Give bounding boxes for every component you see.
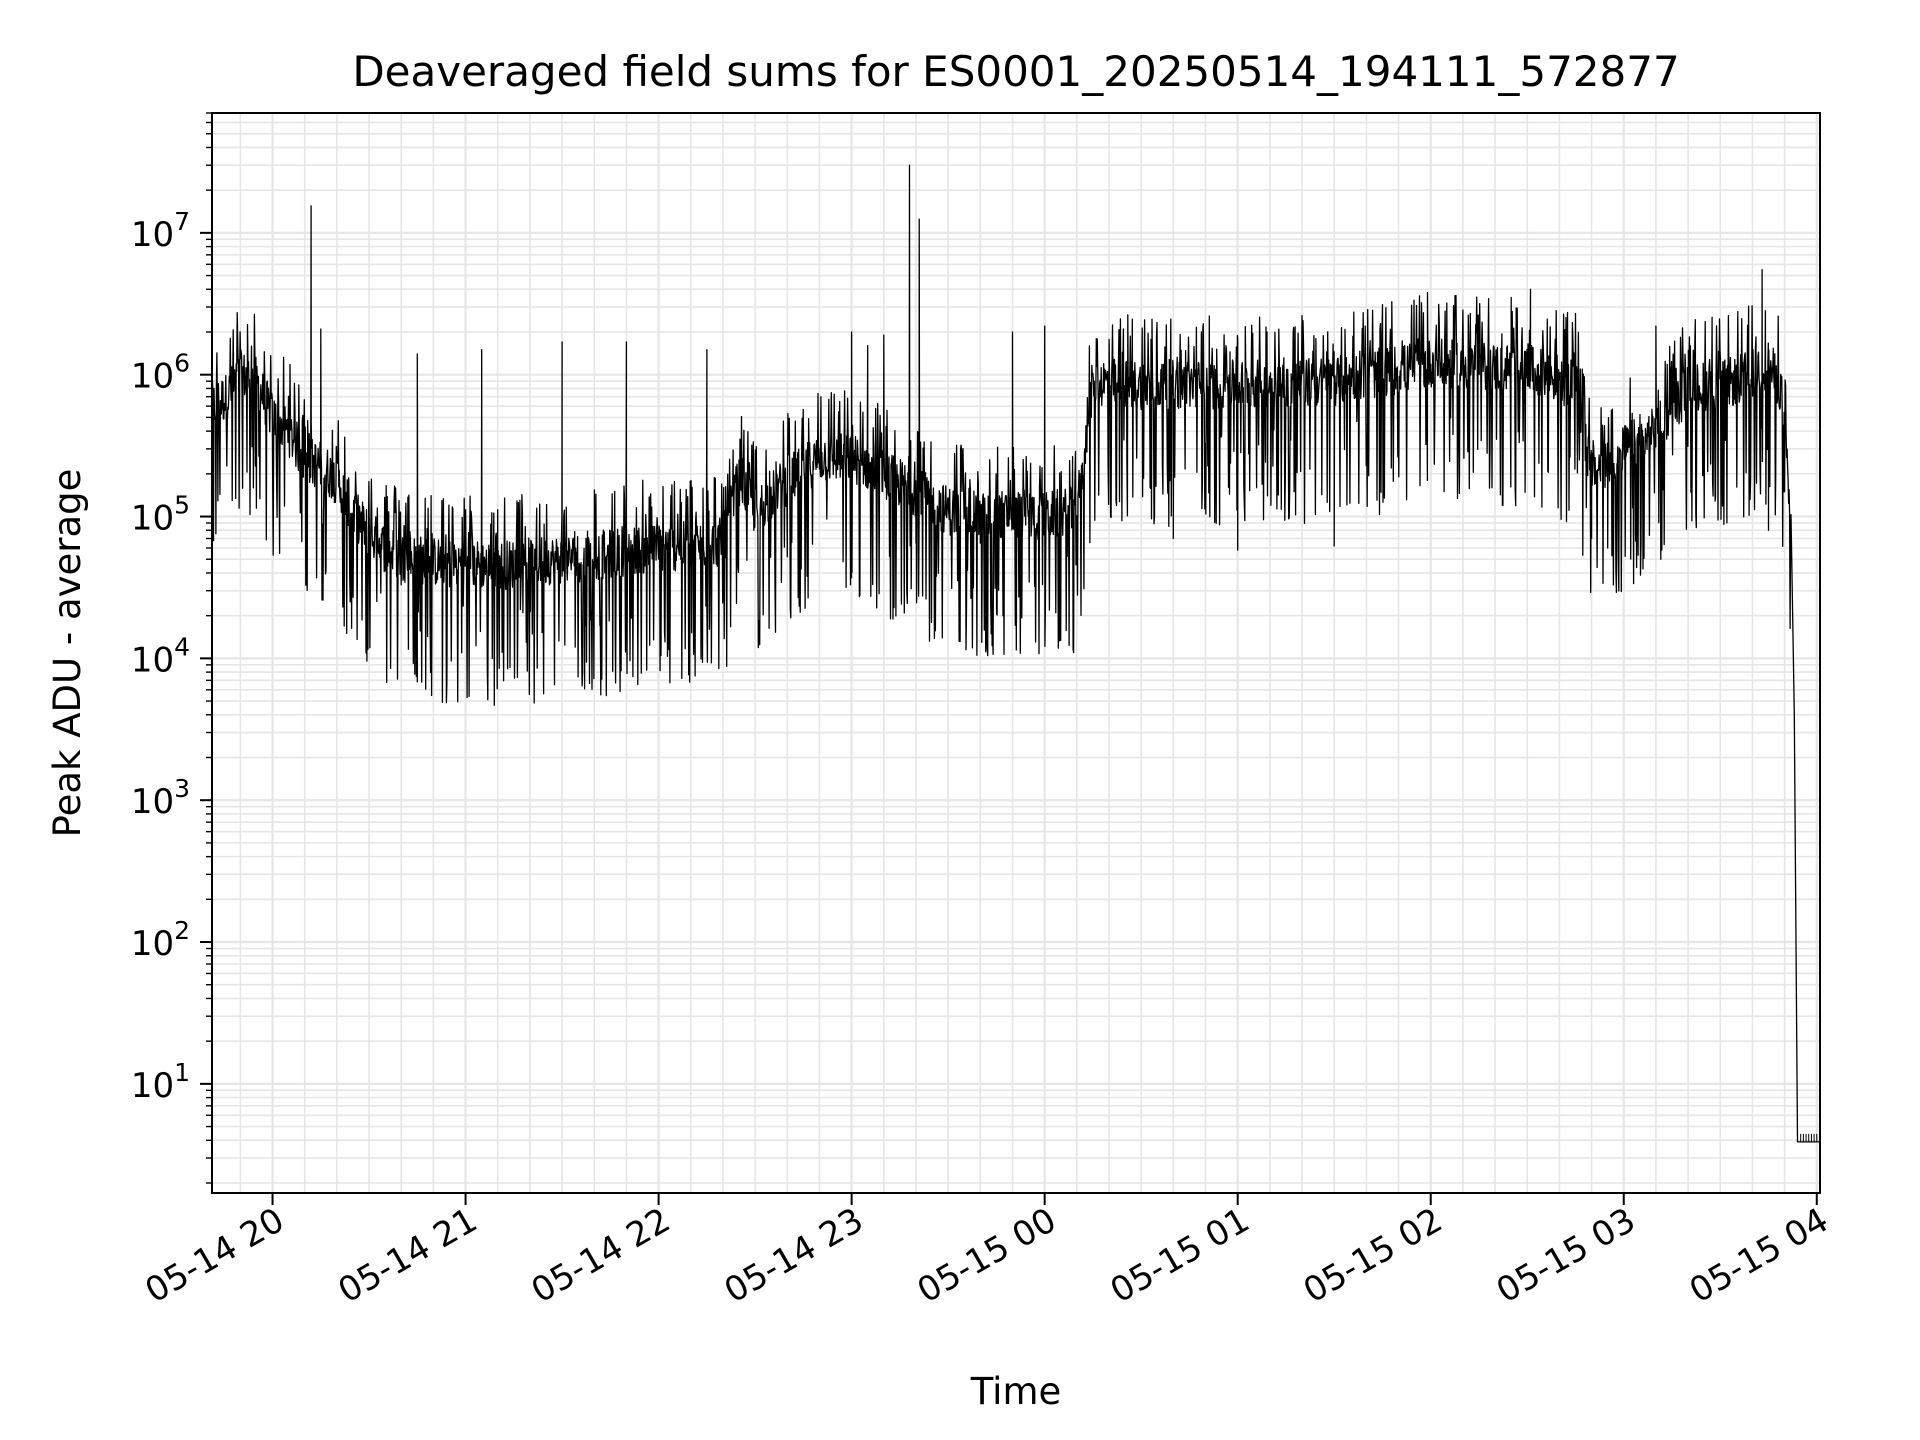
y-tick-label: 104 bbox=[131, 632, 190, 680]
y-tick-base: 10 bbox=[131, 1066, 174, 1106]
y-tick-label: 102 bbox=[131, 916, 190, 964]
y-tick-label: 103 bbox=[131, 774, 190, 822]
y-tick-base: 10 bbox=[131, 499, 174, 539]
y-tick-label: 101 bbox=[131, 1058, 190, 1106]
ticks bbox=[200, 112, 1818, 1205]
y-tick-label: 107 bbox=[131, 207, 190, 255]
y-tick-base: 10 bbox=[131, 640, 174, 680]
y-tick-exponent: 7 bbox=[174, 207, 190, 236]
series-layer bbox=[211, 164, 1820, 1143]
y-tick-label: 106 bbox=[131, 349, 190, 397]
y-tick-base: 10 bbox=[131, 782, 174, 822]
y-axis-label: Peak ADU - average bbox=[46, 469, 89, 838]
x-axis-label: Time bbox=[970, 1370, 1062, 1413]
chart-title: Deaveraged field sums for ES0001_2025051… bbox=[352, 47, 1679, 96]
y-tick-exponent: 4 bbox=[174, 632, 190, 661]
grid bbox=[212, 112, 1820, 1193]
y-tick-exponent: 1 bbox=[174, 1058, 190, 1087]
y-tick-exponent: 6 bbox=[174, 349, 190, 378]
series-line bbox=[211, 164, 1820, 1143]
y-tick-label: 105 bbox=[131, 491, 190, 539]
y-tick-exponent: 3 bbox=[174, 774, 190, 803]
y-tick-base: 10 bbox=[131, 215, 174, 255]
plot-area-frame bbox=[211, 112, 1821, 1194]
y-tick-base: 10 bbox=[131, 357, 174, 397]
y-tick-exponent: 5 bbox=[174, 491, 190, 520]
y-tick-exponent: 2 bbox=[174, 916, 190, 945]
y-tick-base: 10 bbox=[131, 924, 174, 964]
